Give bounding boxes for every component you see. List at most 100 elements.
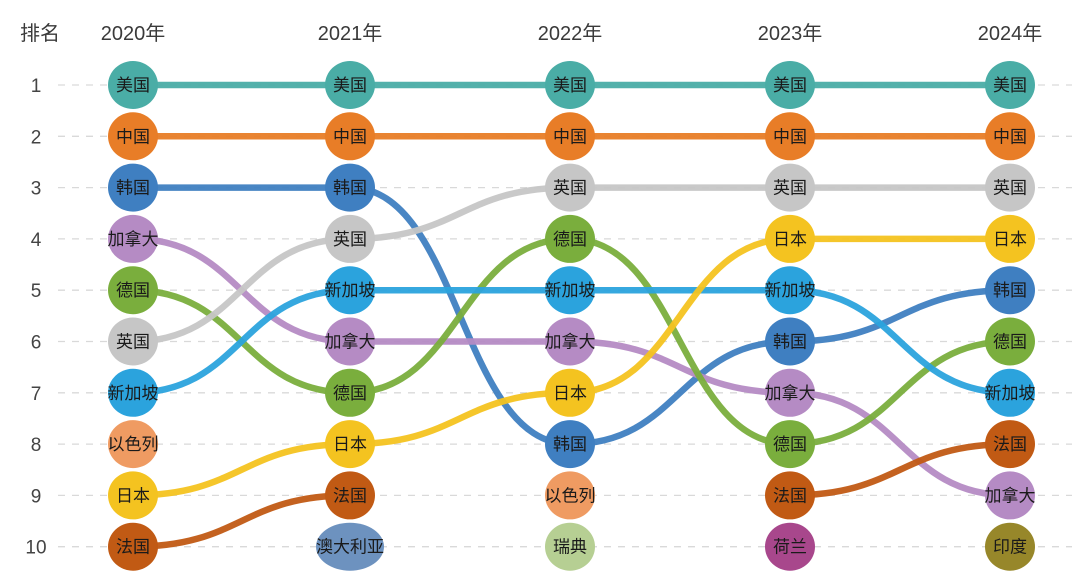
node-新加坡-2024年[interactable]: 新加坡	[985, 368, 1036, 417]
node-circle-日本[interactable]	[985, 214, 1035, 263]
node-德国-2022年[interactable]: 德国	[545, 214, 595, 263]
node-荷兰-2023年[interactable]: 荷兰	[765, 522, 815, 571]
node-circle-韩国[interactable]	[545, 420, 595, 469]
node-circle-韩国[interactable]	[108, 163, 158, 212]
node-日本-2024年[interactable]: 日本	[985, 214, 1035, 263]
node-circle-瑞典[interactable]	[545, 522, 595, 571]
node-circle-德国[interactable]	[545, 214, 595, 263]
node-美国-2024年[interactable]: 美国	[985, 61, 1035, 109]
node-circle-中国[interactable]	[108, 112, 158, 161]
node-circle-法国[interactable]	[765, 471, 815, 520]
node-circle-美国[interactable]	[108, 61, 158, 109]
node-日本-2023年[interactable]: 日本	[765, 214, 815, 263]
node-circle-德国[interactable]	[985, 317, 1035, 366]
node-英国-2024年[interactable]: 英国	[985, 163, 1035, 212]
node-德国-2021年[interactable]: 德国	[325, 368, 375, 417]
node-circle-日本[interactable]	[765, 214, 815, 263]
node-circle-印度[interactable]	[985, 522, 1035, 571]
node-circle-以色列[interactable]	[545, 471, 595, 520]
node-韩国-2021年[interactable]: 韩国	[325, 163, 375, 212]
node-circle-中国[interactable]	[325, 112, 375, 161]
node-circle-加拿大[interactable]	[108, 214, 158, 263]
node-circle-日本[interactable]	[108, 471, 158, 520]
node-circle-英国[interactable]	[985, 163, 1035, 212]
node-新加坡-2020年[interactable]: 新加坡	[108, 368, 159, 417]
node-circle-新加坡[interactable]	[765, 266, 815, 315]
node-澳大利亚-2021年[interactable]: 澳大利亚	[316, 522, 384, 571]
node-circle-加拿大[interactable]	[325, 317, 375, 366]
node-以色列-2020年[interactable]: 以色列	[108, 420, 159, 469]
node-加拿大-2021年[interactable]: 加拿大	[325, 317, 376, 366]
node-加拿大-2022年[interactable]: 加拿大	[545, 317, 596, 366]
node-circle-美国[interactable]	[985, 61, 1035, 109]
node-中国-2020年[interactable]: 中国	[108, 112, 158, 161]
node-circle-英国[interactable]	[765, 163, 815, 212]
node-circle-英国[interactable]	[108, 317, 158, 366]
node-circle-中国[interactable]	[765, 112, 815, 161]
node-circle-加拿大[interactable]	[765, 368, 815, 417]
node-circle-荷兰[interactable]	[765, 522, 815, 571]
node-新加坡-2021年[interactable]: 新加坡	[325, 266, 376, 315]
node-circle-新加坡[interactable]	[108, 368, 158, 417]
node-circle-中国[interactable]	[545, 112, 595, 161]
node-circle-新加坡[interactable]	[325, 266, 375, 315]
node-中国-2023年[interactable]: 中国	[765, 112, 815, 161]
node-中国-2022年[interactable]: 中国	[545, 112, 595, 161]
node-日本-2021年[interactable]: 日本	[325, 420, 375, 469]
node-circle-加拿大[interactable]	[985, 471, 1035, 520]
node-circle-韩国[interactable]	[765, 317, 815, 366]
node-circle-新加坡[interactable]	[985, 368, 1035, 417]
node-加拿大-2020年[interactable]: 加拿大	[108, 214, 159, 263]
node-新加坡-2022年[interactable]: 新加坡	[545, 266, 596, 315]
node-circle-韩国[interactable]	[985, 266, 1035, 315]
node-circle-加拿大[interactable]	[545, 317, 595, 366]
node-美国-2022年[interactable]: 美国	[545, 61, 595, 109]
node-法国-2020年[interactable]: 法国	[108, 522, 158, 571]
node-circle-韩国[interactable]	[325, 163, 375, 212]
node-法国-2024年[interactable]: 法国	[985, 420, 1035, 469]
node-英国-2022年[interactable]: 英国	[545, 163, 595, 212]
node-美国-2020年[interactable]: 美国	[108, 61, 158, 109]
node-印度-2024年[interactable]: 印度	[985, 522, 1035, 571]
node-中国-2024年[interactable]: 中国	[985, 112, 1035, 161]
node-中国-2021年[interactable]: 中国	[325, 112, 375, 161]
node-以色列-2022年[interactable]: 以色列	[545, 471, 596, 520]
node-韩国-2020年[interactable]: 韩国	[108, 163, 158, 212]
node-韩国-2023年[interactable]: 韩国	[765, 317, 815, 366]
node-法国-2023年[interactable]: 法国	[765, 471, 815, 520]
node-circle-德国[interactable]	[108, 266, 158, 315]
node-日本-2022年[interactable]: 日本	[545, 368, 595, 417]
node-加拿大-2023年[interactable]: 加拿大	[765, 368, 816, 417]
node-英国-2020年[interactable]: 英国	[108, 317, 158, 366]
node-circle-法国[interactable]	[325, 471, 375, 520]
node-circle-澳大利亚[interactable]	[316, 522, 384, 571]
node-circle-德国[interactable]	[325, 368, 375, 417]
node-加拿大-2024年[interactable]: 加拿大	[985, 471, 1036, 520]
node-circle-法国[interactable]	[985, 420, 1035, 469]
node-法国-2021年[interactable]: 法国	[325, 471, 375, 520]
node-circle-英国[interactable]	[545, 163, 595, 212]
node-德国-2024年[interactable]: 德国	[985, 317, 1035, 366]
node-瑞典-2022年[interactable]: 瑞典	[545, 522, 595, 571]
node-德国-2020年[interactable]: 德国	[108, 266, 158, 315]
node-circle-日本[interactable]	[545, 368, 595, 417]
node-美国-2023年[interactable]: 美国	[765, 61, 815, 109]
node-circle-中国[interactable]	[985, 112, 1035, 161]
node-circle-美国[interactable]	[545, 61, 595, 109]
node-韩国-2022年[interactable]: 韩国	[545, 420, 595, 469]
node-circle-法国[interactable]	[108, 522, 158, 571]
node-circle-德国[interactable]	[765, 420, 815, 469]
node-德国-2023年[interactable]: 德国	[765, 420, 815, 469]
node-circle-美国[interactable]	[325, 61, 375, 109]
node-circle-以色列[interactable]	[108, 420, 158, 469]
node-韩国-2024年[interactable]: 韩国	[985, 266, 1035, 315]
node-英国-2021年[interactable]: 英国	[325, 214, 375, 263]
node-circle-日本[interactable]	[325, 420, 375, 469]
node-circle-新加坡[interactable]	[545, 266, 595, 315]
node-日本-2020年[interactable]: 日本	[108, 471, 158, 520]
node-新加坡-2023年[interactable]: 新加坡	[765, 266, 816, 315]
node-circle-美国[interactable]	[765, 61, 815, 109]
node-circle-英国[interactable]	[325, 214, 375, 263]
node-美国-2021年[interactable]: 美国	[325, 61, 375, 109]
node-英国-2023年[interactable]: 英国	[765, 163, 815, 212]
